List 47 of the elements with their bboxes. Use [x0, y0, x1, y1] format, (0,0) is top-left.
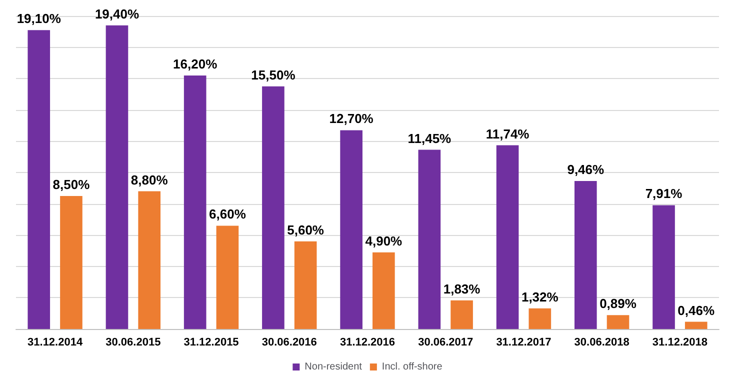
data-label: 0,89%: [600, 296, 637, 312]
bar: [372, 252, 395, 329]
data-label: 4,90%: [365, 233, 403, 248]
data-label: 19,10%: [16, 11, 62, 26]
data-label: 16,20%: [173, 56, 218, 72]
data-label: 7,91%: [645, 186, 683, 202]
x-tick-label: 31.12.2018: [652, 336, 708, 348]
bar: [606, 315, 630, 329]
bar: [60, 196, 82, 329]
x-tick-label: 30.06.2015: [106, 336, 161, 348]
bar: [528, 308, 552, 329]
data-label: 1,83%: [443, 281, 481, 296]
legend-label: Incl. off-shore: [382, 362, 443, 372]
bar: [684, 322, 708, 329]
bar: [138, 191, 161, 329]
x-tick-label: 30.06.2017: [418, 336, 474, 348]
data-label: 1,32%: [521, 289, 559, 304]
x-tick-label: 31.12.2015: [184, 336, 239, 348]
bar: [106, 25, 128, 329]
x-tick-label: 31.12.2016: [340, 336, 396, 348]
data-label: 0,46%: [678, 302, 715, 318]
data-label: 11,74%: [486, 126, 530, 142]
data-label: 8,50%: [52, 176, 90, 192]
data-label: 19,40%: [94, 6, 140, 22]
data-label: 11,45%: [408, 130, 452, 146]
bar: [184, 75, 206, 329]
bar: [418, 150, 441, 329]
bar: [574, 180, 597, 329]
data-label: 8,80%: [130, 172, 168, 188]
bar: [28, 30, 50, 329]
bar: [294, 241, 317, 329]
data-label: 6,60%: [209, 206, 246, 222]
legend-label: Non-resident: [304, 362, 362, 372]
bar: [216, 226, 239, 329]
bar: [652, 205, 675, 329]
bar: [496, 145, 519, 329]
x-tick-label: 31.12.2014: [28, 336, 84, 348]
bar: [262, 86, 284, 329]
data-label: 9,46%: [567, 162, 605, 177]
data-label: 12,70%: [329, 111, 374, 126]
x-tick-label: 30.06.2016: [262, 336, 317, 348]
bar: [340, 130, 362, 329]
data-label: 5,60%: [287, 222, 324, 238]
data-label: 15,50%: [251, 67, 296, 82]
x-tick-label: 31.12.2017: [496, 336, 552, 348]
bar: [450, 300, 473, 329]
x-tick-label: 30.06.2018: [574, 336, 630, 348]
